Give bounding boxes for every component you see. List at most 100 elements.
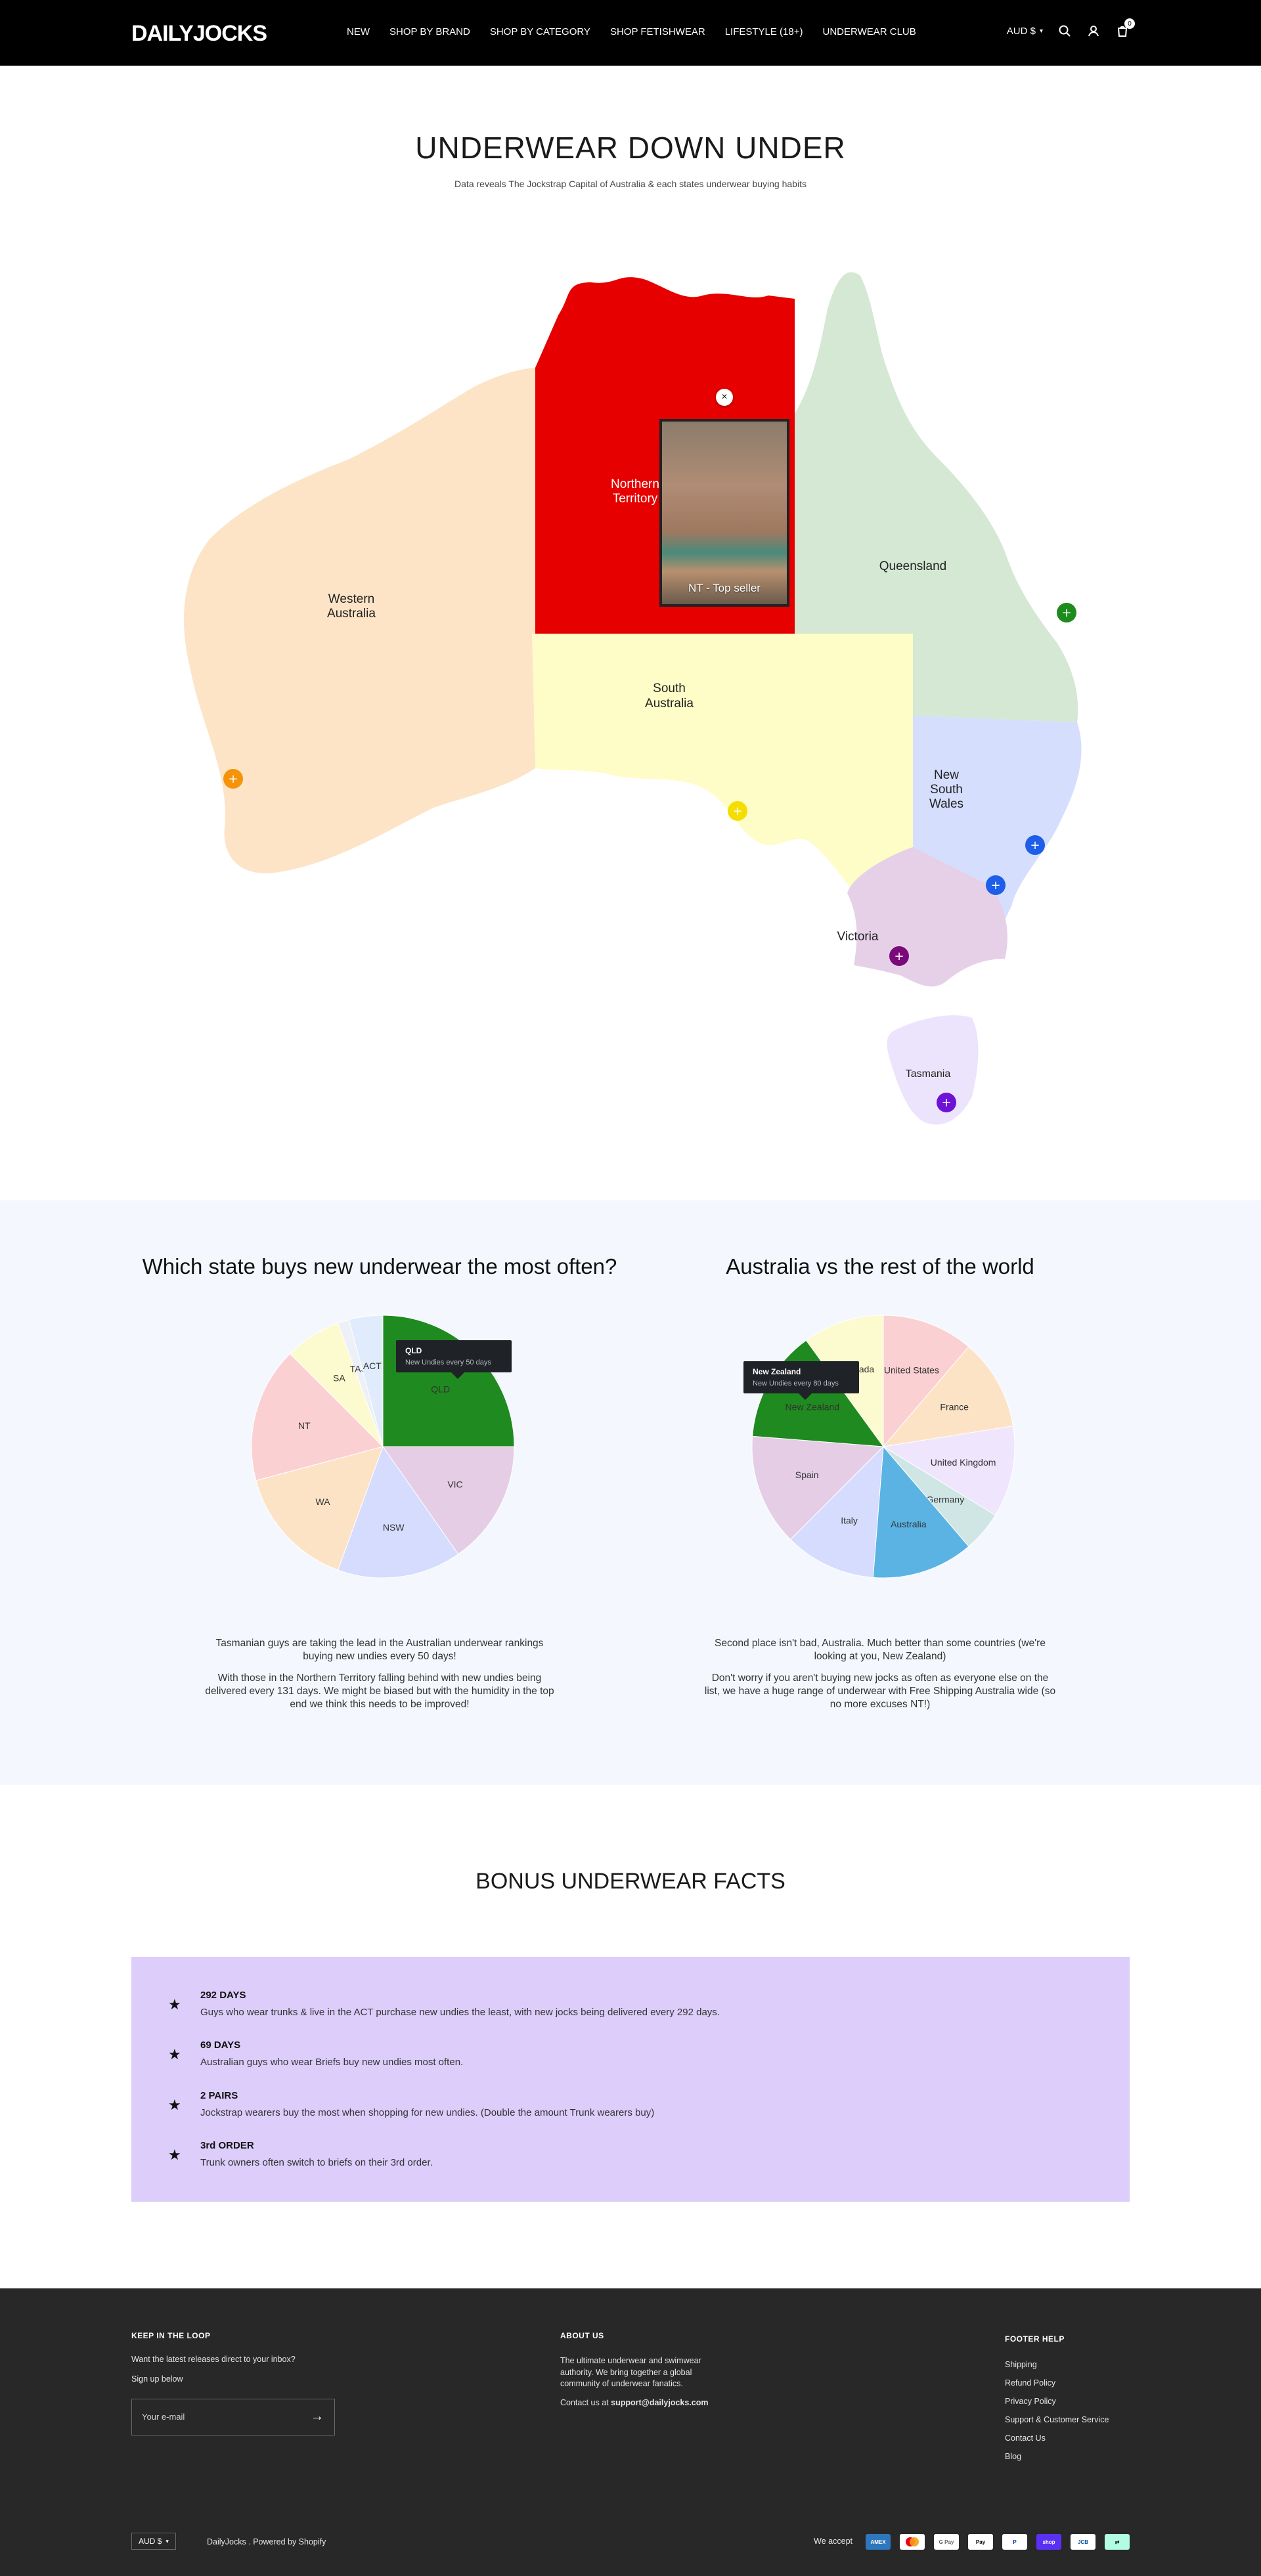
cart-icon[interactable]: 0 [1115, 18, 1135, 38]
site-footer: KEEP IN THE LOOP Want the latest release… [0, 2288, 1261, 2576]
paypal-icon: P [1002, 2534, 1027, 2550]
nav-lifestyle[interactable]: LIFESTYLE (18+) [724, 26, 803, 37]
pie-slice-united-kingdom[interactable] [882, 1426, 1015, 1516]
pie-slice-australia[interactable] [872, 1445, 969, 1579]
nav-shop-by-category[interactable]: SHOP BY CATEGORY [489, 26, 590, 37]
pie-slice-united-states[interactable] [883, 1315, 969, 1448]
state-vic[interactable] [847, 847, 1007, 987]
account-icon[interactable] [1086, 24, 1101, 38]
site-logo[interactable]: DAILYJOCKS [131, 21, 267, 46]
pin-tas[interactable]: + [937, 1093, 956, 1112]
pin-sa[interactable]: + [728, 801, 747, 821]
footer-copyright: DailyJocks . Powered by Shopify [207, 2537, 326, 2548]
state-sa[interactable] [532, 634, 913, 959]
label-nt-line1: Northern [611, 477, 659, 491]
svg-text:+: + [732, 804, 742, 818]
state-qld[interactable] [795, 272, 1078, 722]
pin-vic[interactable]: + [889, 946, 909, 966]
pie-slice-vic[interactable] [382, 1446, 515, 1555]
fact-text: Jockstrap wearers buy the most when shop… [200, 2107, 655, 2118]
chevron-down-icon: ▾ [166, 2537, 169, 2544]
page-title: UNDERWEAR DOWN UNDER [415, 131, 846, 165]
footer-brand[interactable]: DailyJocks [207, 2537, 246, 2546]
pie-slice-nsw[interactable] [337, 1445, 459, 1579]
pin-act[interactable]: + [986, 875, 1006, 895]
label-nt-line2: Territory [613, 492, 658, 506]
svg-text:+: + [990, 879, 1000, 892]
fact-text: Trunk owners often switch to briefs on t… [200, 2157, 433, 2168]
main-nav: NEW SHOP BY BRAND SHOP BY CATEGORY SHOP … [347, 26, 936, 37]
contact-email-link[interactable]: support@dailyjocks.com [611, 2398, 709, 2407]
footer-currency-label: AUD $ [139, 2537, 162, 2546]
nav-underwear-club[interactable]: UNDERWEAR CLUB [822, 26, 916, 37]
top-seller-popup[interactable]: NT - Top seller [659, 419, 789, 607]
pin-wa[interactable]: + [223, 769, 243, 789]
nav-shop-by-brand[interactable]: SHOP BY BRAND [389, 26, 470, 37]
footer-contact: Contact us at support@dailyjocks.com [560, 2397, 708, 2409]
pie-slice-wa[interactable] [255, 1446, 384, 1571]
footer-link-refund[interactable]: Refund Policy [1005, 2378, 1056, 2388]
label-nsw-line2: South [930, 783, 963, 797]
email-field[interactable]: → [131, 2399, 335, 2435]
label-tas: Tasmania [906, 1068, 951, 1080]
tooltip-text: New Undies every 50 days [405, 1359, 491, 1366]
pie-label-nsw: NSW [383, 1522, 405, 1533]
pie-label-nt: NT [298, 1420, 311, 1431]
footer-help-links: Shipping Refund Policy Privacy Policy Su… [1005, 2360, 1109, 2470]
bonus-facts-box: ★ 292 DAYS Guys who wear trunks & live i… [131, 1957, 1130, 2202]
jcb-icon: JCB [1071, 2534, 1095, 2550]
footer-currency-selector[interactable]: AUD $ ▾ [131, 2533, 176, 2550]
svg-text:+: + [1030, 839, 1040, 852]
arrow-right-icon[interactable]: → [311, 2409, 324, 2424]
pin-nsw[interactable]: + [1025, 835, 1045, 855]
state-tas[interactable] [887, 1015, 979, 1125]
stats-section: Which state buys new underwear the most … [0, 1200, 1261, 1785]
pie-slice-nt[interactable] [251, 1353, 384, 1481]
search-icon[interactable] [1057, 24, 1072, 38]
pie-slice-france[interactable] [882, 1346, 1014, 1447]
svg-text:+: + [941, 1096, 951, 1110]
fact-text: Guys who wear trunks & live in the ACT p… [200, 2007, 720, 2018]
nav-shop-fetishwear[interactable]: SHOP FETISHWEAR [609, 26, 705, 37]
world-tooltip: New Zealand New Undies every 80 days [743, 1361, 859, 1400]
tooltip-title: QLD [405, 1346, 422, 1355]
world-paragraph-2: Don't worry if you aren't buying new joc… [704, 1672, 1056, 1711]
we-accept-label: We accept [814, 2537, 852, 2546]
label-vic: Victoria [837, 930, 878, 944]
svg-text:+: + [1061, 606, 1071, 620]
footer-loop-text: Want the latest releases direct to your … [131, 2355, 296, 2364]
header-actions: AUD $ ▾ 0 [1007, 18, 1135, 38]
popup-close-button[interactable]: × [716, 389, 733, 406]
fact-title: 292 DAYS [200, 1990, 246, 2001]
pie-label-australia: Australia [891, 1519, 927, 1529]
footer-signup-text: Sign up below [131, 2374, 183, 2384]
pie-label-united-kingdom: United Kingdom [931, 1457, 996, 1468]
world-pie-chart: United States France United Kingdom Germany… [749, 1312, 1018, 1581]
footer-link-privacy[interactable]: Privacy Policy [1005, 2397, 1056, 2406]
state-wa[interactable] [184, 368, 535, 874]
states-tooltip: QLD New Undies every 50 days [396, 1340, 512, 1379]
footer-link-shipping[interactable]: Shipping [1005, 2360, 1037, 2369]
pie-slice-italy[interactable] [789, 1445, 884, 1578]
world-pie-svg: United States France United Kingdom Germany… [751, 1315, 1015, 1579]
pie-slice-spain[interactable] [751, 1435, 885, 1540]
star-icon: ★ [168, 2147, 181, 2163]
states-paragraph-1: Tasmanian guys are taking the lead in th… [215, 1638, 544, 1663]
footer-link-blog[interactable]: Blog [1005, 2452, 1022, 2461]
cart-count-badge: 0 [1124, 18, 1135, 29]
email-input[interactable] [142, 2412, 299, 2422]
pie-slice-act[interactable] [348, 1315, 384, 1447]
tooltip-text: New Undies every 80 days [753, 1380, 839, 1387]
close-icon: × [721, 391, 728, 403]
pin-qld[interactable]: + [1057, 603, 1076, 622]
footer-link-contact[interactable]: Contact Us [1005, 2434, 1046, 2443]
footer-link-support[interactable]: Support & Customer Service [1005, 2415, 1109, 2424]
nav-new[interactable]: NEW [347, 26, 370, 37]
star-icon: ★ [168, 2046, 181, 2063]
currency-selector[interactable]: AUD $ ▾ [1007, 26, 1043, 37]
footer-powered[interactable]: Powered by Shopify [253, 2537, 326, 2546]
footer-help-title: FOOTER HELP [1005, 2334, 1065, 2344]
apple-pay-icon: Pay [968, 2534, 993, 2550]
pie-label-france: France [940, 1401, 969, 1412]
pie-slice-qld[interactable] [382, 1315, 515, 1447]
